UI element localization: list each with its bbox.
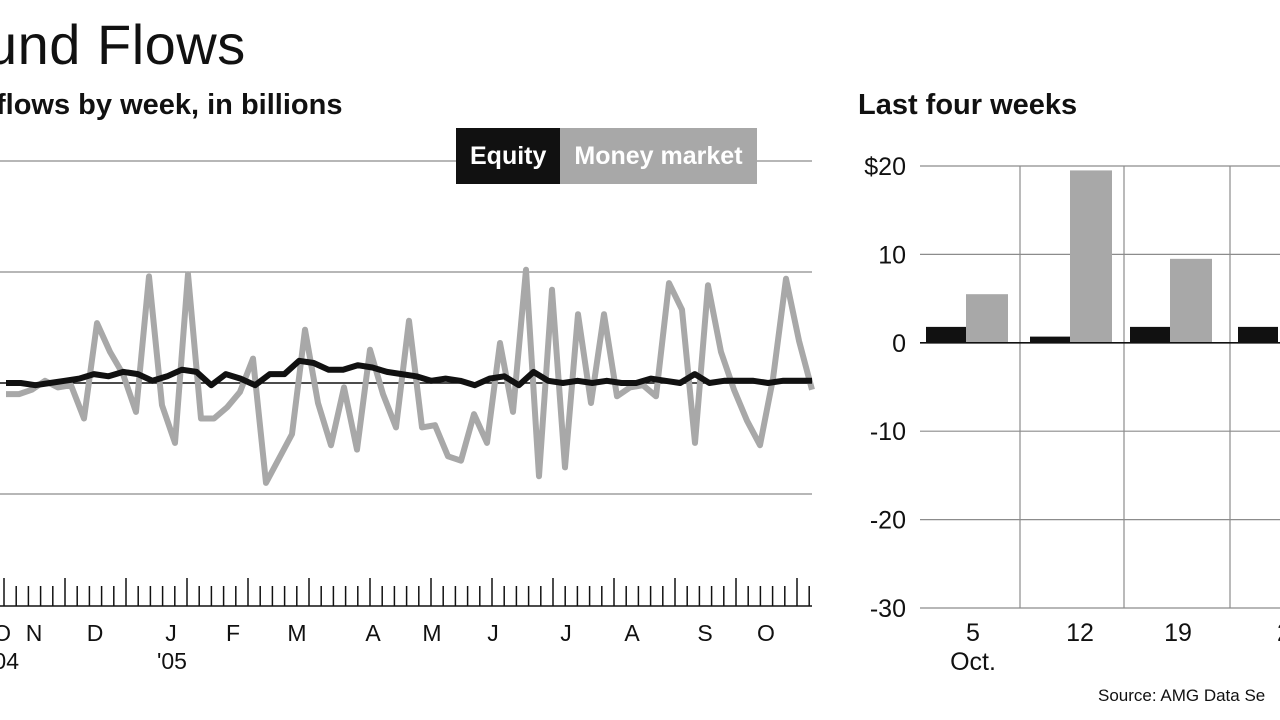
category-label: 2: [1277, 619, 1280, 647]
legend-money-market: Money market: [560, 128, 757, 184]
category-label: 5: [966, 619, 980, 647]
year-label: '05: [157, 648, 187, 674]
x-tick-label: M: [422, 620, 441, 646]
source-note: Source: AMG Data Se: [1098, 686, 1266, 705]
legend: Equity Money market: [456, 128, 757, 184]
left-chart-subtitle: flows by week, in billions: [0, 89, 343, 121]
y-tick-label: 0: [892, 330, 906, 358]
x-tick-label: M: [287, 620, 306, 646]
x-tick-label: A: [365, 620, 381, 646]
legend-equity: Equity: [456, 128, 561, 184]
equity-bar-19: [1130, 326, 1170, 343]
x-tick-label: F: [226, 620, 240, 646]
y-tick-label: -30: [870, 595, 906, 623]
x-tick-label: A: [624, 620, 640, 646]
x-tick-label: J: [560, 620, 572, 646]
x-tick-label: D: [87, 620, 104, 646]
x-tick-label: O: [0, 620, 11, 646]
category-label: 12: [1066, 619, 1094, 647]
y-tick-label: -20: [870, 507, 906, 535]
equity-bar-5: [926, 326, 966, 343]
page-title: und Flows: [0, 13, 246, 76]
equity-bar-2: [1238, 326, 1278, 343]
x-tick-label: O: [757, 620, 775, 646]
x-tick-label: N: [26, 620, 43, 646]
year-label: '04: [0, 648, 19, 674]
x-tick-label: J: [165, 620, 177, 646]
y-tick-label: $20: [864, 153, 906, 181]
x-tick-label: J: [487, 620, 499, 646]
equity-bar-12: [1030, 336, 1070, 343]
y-tick-label: -10: [870, 418, 906, 446]
category-sublabel: Oct.: [950, 648, 996, 676]
money-market-bar-12: [1070, 170, 1112, 343]
money-market-series-line: [6, 266, 815, 486]
equity-series-line: [6, 357, 812, 389]
category-label: 19: [1164, 619, 1192, 647]
money-market-bar-19: [1170, 258, 1212, 343]
right-chart-subtitle: Last four weeks: [858, 89, 1078, 121]
money-market-bar-5: [966, 294, 1008, 343]
x-tick-label: S: [697, 620, 712, 646]
y-tick-label: 10: [878, 241, 906, 269]
last-four-weeks-bar-chart: $20 10 0 -10 -20 -30 5 12 19 2 Oct.: [864, 153, 1280, 676]
